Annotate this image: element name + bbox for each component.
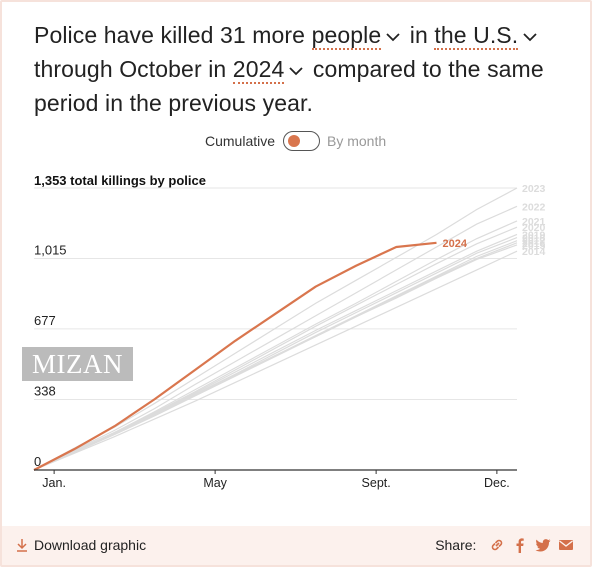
subject-dropdown[interactable]: people [311,22,382,50]
x-tick-label: Dec. [484,476,510,490]
headline-text-4: compared to the same period in the previ… [34,56,544,116]
series-label-2017: 2017 [522,236,546,248]
series-label-2023: 2023 [522,183,546,195]
watermark: MIZAN [22,347,133,381]
cumulative-line-chart: 1,353 total killings by police 202320222… [22,173,546,490]
series-label-2024: 2024 [443,238,468,250]
x-tick-label: May [203,476,227,490]
x-axis: Jan. May Sept. Dec. [34,469,517,490]
email-icon[interactable] [558,537,574,553]
series-line-2016 [33,242,518,471]
y-tick-label: 0 [34,454,41,469]
series-label-2022: 2022 [522,201,546,213]
link-icon[interactable] [489,537,505,553]
cumulative-label[interactable]: Cumulative [205,133,276,149]
share-group: Share: [435,537,574,553]
view-toggle-row: Cumulative By month [0,131,592,153]
chart-title: 1,353 total killings by police [34,173,206,188]
download-label: Download graphic [34,537,147,553]
download-graphic-button[interactable]: Download graphic [16,537,146,553]
y-tick-label: 1,015 [34,242,67,257]
facebook-icon[interactable] [512,537,528,553]
series-label-2020: 2020 [522,222,546,234]
view-toggle-switch[interactable] [283,131,320,151]
x-tick-label: Jan. [42,476,66,490]
y-tick-label: 677 [34,313,56,328]
chevron-down-icon[interactable] [522,30,538,44]
watermark-text: MIZAN [32,349,123,379]
chevron-down-icon[interactable] [385,30,401,44]
series-label-2018: 2018 [522,233,546,245]
place-dropdown[interactable]: the U.S. [434,22,519,50]
series-line-2015 [33,244,518,471]
series-label-2019: 2019 [522,229,546,241]
footer-bar: Download graphic Share: [2,526,590,565]
series-label-2021: 2021 [522,216,546,228]
headline: Police have killed 31 more people in the… [34,18,574,120]
chevron-down-icon[interactable] [288,64,304,78]
y-axis: 0 338 677 1,015 [34,242,67,469]
x-tick-label: Sept. [362,476,391,490]
twitter-icon[interactable] [535,537,551,553]
y-tick-label: 338 [34,384,56,399]
series-label-2016: 2016 [522,238,546,250]
series-line-2024 [33,241,437,471]
download-icon [16,538,28,552]
share-label: Share: [435,537,477,553]
series-line-2014 [33,250,518,471]
year-dropdown[interactable]: 2024 [232,56,285,84]
series-line-2022 [33,205,518,471]
headline-text-2: in [403,22,435,48]
series-label-2015: 2015 [522,240,546,252]
headline-text-1: Police have killed 31 more [34,22,312,48]
by-month-label[interactable]: By month [327,133,387,149]
series-label-2014: 2014 [522,246,546,258]
toggle-knob [288,135,300,147]
highlight-series: 2024 [33,238,468,471]
headline-text-3: through October in [34,56,233,82]
